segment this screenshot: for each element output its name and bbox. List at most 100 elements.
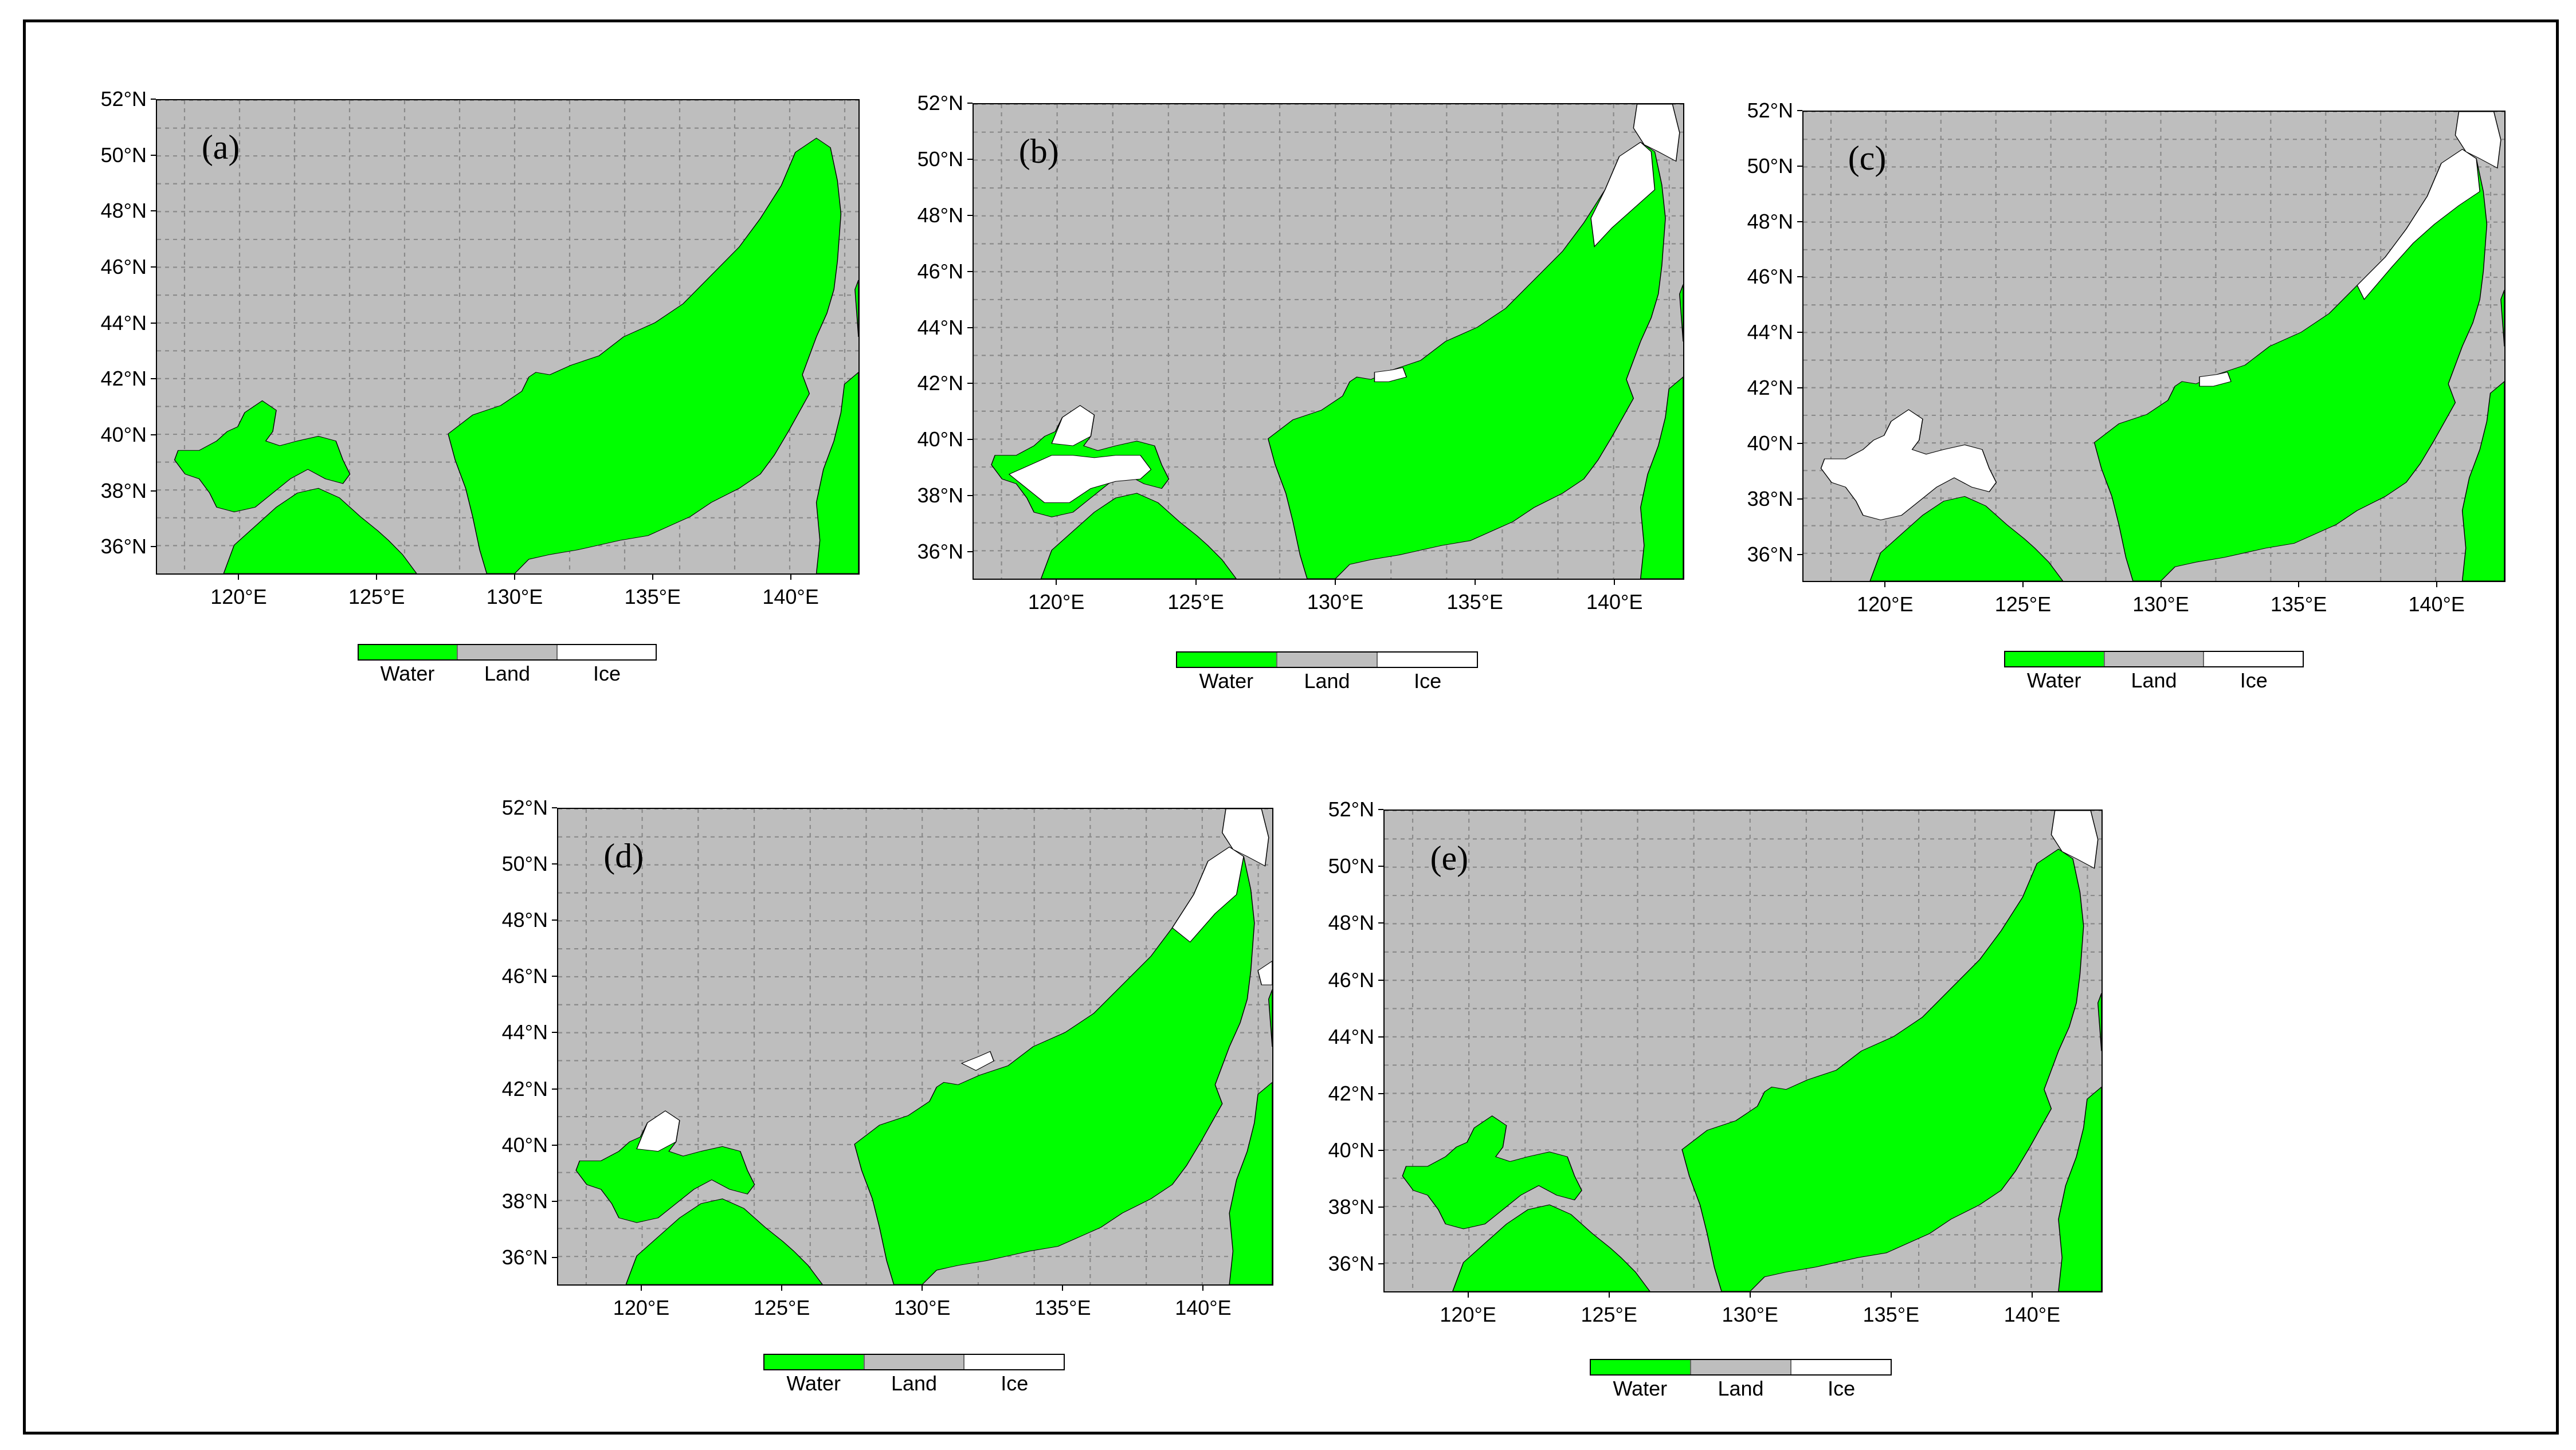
legend-label: Water xyxy=(786,1372,841,1395)
yellow-sea-water xyxy=(625,1198,823,1284)
sea-ice-nstrip xyxy=(1222,809,1269,867)
lat-tick-mark xyxy=(967,103,973,104)
legend: Water Land Ice xyxy=(1590,1359,1892,1401)
pacific-water xyxy=(815,372,858,573)
yellow-sea-water xyxy=(223,488,417,573)
pacific-water xyxy=(1640,376,1683,579)
okhotsk-water xyxy=(2097,993,2101,1051)
lat-tick-label: 44°N xyxy=(100,311,147,335)
lat-tick-mark xyxy=(967,495,973,497)
lat-tick-label: 44°N xyxy=(1747,320,1793,344)
lat-tick-mark xyxy=(552,1200,557,1202)
lon-tick-mark xyxy=(790,575,791,580)
legend-labels: Water Land Ice xyxy=(1590,1377,1892,1401)
lat-tick-label: 50°N xyxy=(501,852,548,876)
lon-tick-label: 140°E xyxy=(1175,1296,1232,1319)
lat-tick-label: 50°N xyxy=(917,147,963,171)
lat-tick-label: 50°N xyxy=(1328,854,1374,878)
lon-tick-mark xyxy=(376,575,378,580)
yellow-sea-water xyxy=(1040,493,1237,579)
map-panel-4 xyxy=(557,808,1273,1286)
lon-tick-mark xyxy=(1195,580,1197,585)
legend-labels: Water Land Ice xyxy=(1176,669,1478,693)
legend-swatch-ice xyxy=(963,1355,1064,1369)
lat-tick-label: 46°N xyxy=(1747,265,1793,289)
okhotsk-water xyxy=(1268,989,1272,1047)
lat-tick-mark xyxy=(552,1032,557,1034)
panel-label: (b) xyxy=(1018,132,1059,170)
lon-tick-mark xyxy=(922,1286,923,1291)
lon-tick-label: 135°E xyxy=(624,585,681,608)
lon-tick-label: 135°E xyxy=(2270,592,2327,616)
legend-label: Ice xyxy=(1414,669,1442,693)
lon-tick-mark xyxy=(1467,1292,1469,1298)
map-canvas xyxy=(974,104,1683,579)
lon-tick-label: 140°E xyxy=(2408,592,2465,616)
lon-tick-mark xyxy=(1749,1292,1751,1298)
sea-ice-bohai xyxy=(1820,409,1997,521)
figure-frame xyxy=(23,19,2559,1435)
lat-tick-label: 46°N xyxy=(917,259,963,283)
lon-tick-label: 125°E xyxy=(1167,590,1224,614)
sea-of-japan-water xyxy=(1681,848,2084,1291)
legend-swatch-land xyxy=(1276,653,1377,667)
lat-tick-label: 52°N xyxy=(501,796,548,819)
lat-tick-label: 48°N xyxy=(1328,911,1374,935)
map-canvas xyxy=(1385,811,2101,1291)
lat-tick-mark xyxy=(552,1144,557,1146)
lon-tick-mark xyxy=(2031,1292,2033,1298)
lat-tick-mark xyxy=(1797,442,1802,444)
legend-label: Ice xyxy=(1828,1377,1856,1400)
panel-label: (d) xyxy=(603,837,644,875)
lon-tick-mark xyxy=(2022,582,2024,587)
legend-label: Water xyxy=(1613,1377,1668,1400)
lat-tick-label: 36°N xyxy=(501,1245,548,1269)
yellow-sea-water xyxy=(1452,1204,1650,1291)
lat-tick-mark xyxy=(1797,110,1802,111)
lat-tick-label: 42°N xyxy=(501,1076,548,1101)
legend-swatch-land xyxy=(863,1355,964,1369)
lat-tick-label: 38°N xyxy=(1747,486,1793,510)
lat-tick-label: 52°N xyxy=(917,91,963,115)
lat-tick-mark xyxy=(1378,1207,1383,1208)
lat-tick-mark xyxy=(1378,1150,1383,1152)
legend-swatch-land xyxy=(1690,1360,1790,1374)
lat-tick-mark xyxy=(967,158,973,160)
lon-tick-label: 120°E xyxy=(1440,1303,1496,1326)
legend-colorbar xyxy=(1176,651,1478,668)
sea-ice-bohaiInner xyxy=(1008,455,1152,504)
lat-tick-label: 52°N xyxy=(100,87,147,111)
lon-tick-label: 120°E xyxy=(210,585,267,608)
legend-swatch-land xyxy=(457,645,556,659)
lat-tick-label: 38°N xyxy=(917,484,963,508)
lat-tick-mark xyxy=(1378,979,1383,981)
map-panel-1 xyxy=(156,99,860,575)
lat-tick-mark xyxy=(967,327,973,328)
lon-tick-label: 130°E xyxy=(1722,1303,1779,1326)
legend: Water Land Ice xyxy=(2004,651,2304,693)
sea-ice-nstrip xyxy=(2050,811,2099,869)
lat-tick-mark xyxy=(1378,866,1383,867)
lat-tick-label: 36°N xyxy=(1328,1252,1374,1276)
lat-tick-mark xyxy=(151,99,156,100)
lat-tick-label: 50°N xyxy=(1747,154,1793,178)
legend-colorbar xyxy=(763,1354,1065,1370)
lon-tick-mark xyxy=(1884,582,1886,587)
lon-tick-label: 130°E xyxy=(486,585,543,608)
bohai-sea-water xyxy=(1402,1115,1582,1229)
legend-colorbar xyxy=(2004,651,2304,667)
lon-tick-mark xyxy=(2160,582,2162,587)
lat-tick-mark xyxy=(967,270,973,272)
sea-ice-nwBohai xyxy=(636,1110,680,1152)
bohai-sea-water xyxy=(575,1110,755,1223)
legend-swatch-water xyxy=(1177,653,1276,667)
lat-tick-label: 40°N xyxy=(1747,431,1793,455)
lat-tick-label: 40°N xyxy=(100,422,147,446)
legend-labels: Water Land Ice xyxy=(763,1372,1065,1396)
map-canvas xyxy=(1803,112,2504,581)
lon-tick-mark xyxy=(1056,580,1057,585)
lon-tick-label: 120°E xyxy=(1028,590,1085,614)
map-panel-3 xyxy=(1802,111,2506,582)
legend-label: Water xyxy=(2026,669,2081,692)
lat-tick-mark xyxy=(552,1256,557,1258)
